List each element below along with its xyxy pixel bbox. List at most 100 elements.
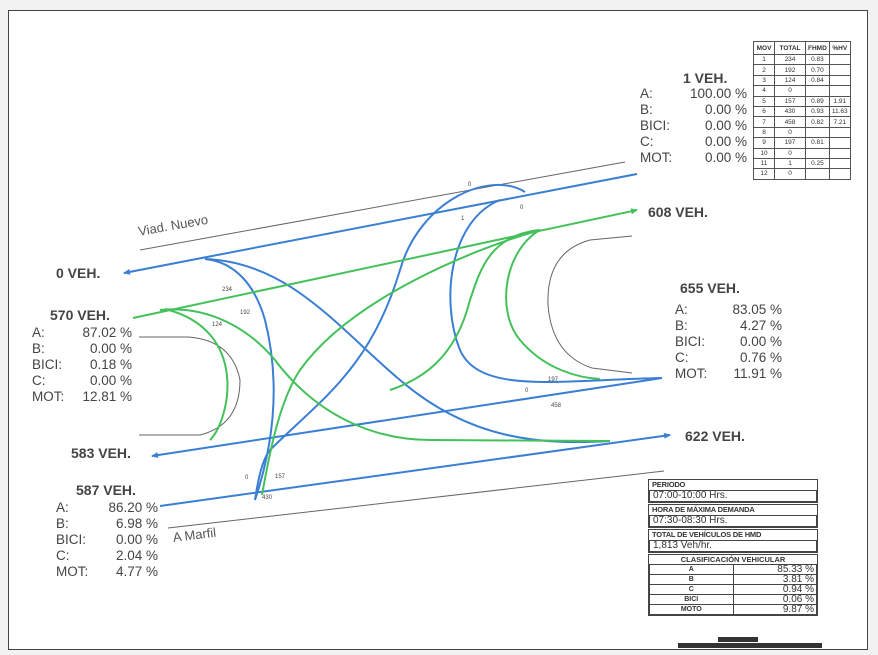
movement-table-cell: 197: [774, 137, 806, 149]
comp-key: MOT:: [32, 389, 65, 404]
vehicle-class: A: [649, 564, 734, 575]
vehicle-class-percent: 85.33 %: [732, 564, 817, 575]
volume-left-in: 570 VEH.: [50, 307, 110, 323]
vehicle-class-percent: 3.81 %: [732, 574, 817, 585]
movement-table-row: 5 157 0.89 1.91: [753, 95, 851, 107]
comp-value: 87.02 %: [82, 325, 132, 340]
flow-green-curve-3: [389, 229, 541, 391]
movement-label: 157: [275, 474, 286, 480]
flow-green-curve-1: [159, 308, 611, 442]
movement-label: 0: [520, 205, 524, 211]
movement-label: 197: [548, 377, 559, 383]
flow-green-curve-2: [164, 308, 229, 441]
flow-top-westbound: [123, 173, 638, 275]
movement-table-row: 7 458 0.82 7.21: [753, 116, 851, 128]
movement-table-cell: 0.25: [805, 157, 830, 170]
comp-value: 0.00 %: [739, 334, 782, 349]
movement-label: 458: [551, 403, 562, 409]
comp-value: 0.00 %: [704, 118, 747, 133]
classification-row: MOTO 9.87 %: [649, 604, 817, 615]
comp-key: BICI:: [56, 532, 87, 547]
vehicle-class: BICI: [649, 594, 734, 605]
movement-table-cell: 2: [753, 64, 775, 76]
comp-value: 11.91 %: [733, 366, 782, 381]
movement-table-cell: 0.70: [805, 64, 830, 76]
composition-left: A: 87.02 % B: 0.00 % BICI: 0.18 % C: 0.00 % …: [32, 325, 132, 405]
movement-table-cell: [805, 147, 830, 159]
summary-box: PERIODO 07:00-10:00 Hrs. HORA DE MÁXIMA …: [648, 479, 818, 616]
comp-key: BICI:: [675, 334, 706, 349]
movement-table-cell: 3: [753, 74, 775, 87]
right-island-curb: [547, 235, 633, 374]
flow-curve-3: [449, 199, 663, 383]
movement-table-cell: 7: [753, 116, 775, 128]
classification-block: CLASIFICACIÓN VEHICULAR A 85.33 % B 3.81 % C…: [648, 554, 818, 616]
comp-value: 83.05 %: [732, 302, 782, 317]
movement-table-cell: [828, 53, 851, 66]
movement-table-cell: 8: [753, 126, 775, 139]
movement-table-cell: [828, 126, 851, 139]
volume-top-right-out: 608 VEH.: [648, 204, 708, 220]
flow-green-curve-5: [261, 229, 541, 496]
movement-table-cell: [828, 157, 851, 170]
volume-right-out: 622 VEH.: [685, 428, 745, 444]
road-edge-top: [139, 161, 626, 251]
total-block: TOTAL DE VEHÍCULOS DE HMD 1,813 Veh/hr.: [648, 529, 818, 553]
comp-value: 0.76 %: [739, 350, 782, 365]
movement-table-cell: [805, 168, 830, 180]
movement-table-header: MOV TOTAL FHMD %HV: [753, 41, 851, 55]
comp-value: 6.98 %: [115, 516, 158, 531]
comp-key: A:: [32, 325, 45, 340]
movement-table-row: 2 192 0.70: [753, 64, 851, 76]
comp-key: C:: [640, 134, 654, 149]
comp-key: BICI:: [32, 357, 63, 372]
movement-table-cell: [828, 147, 851, 159]
movement-table-cell: 430: [774, 105, 806, 118]
movement-table-cell: 0.82: [805, 116, 830, 128]
movement-table-row: 10 0: [753, 147, 851, 159]
movement-label: 0: [245, 475, 249, 481]
hmd-value: 07:30-08:30 Hrs.: [649, 515, 817, 527]
comp-value: 0.00 %: [704, 150, 747, 165]
movement-label: 192: [240, 310, 251, 316]
movement-label: 234: [222, 287, 233, 293]
movement-table-cell: 124: [774, 74, 806, 87]
road-edge-bottom: [167, 470, 665, 529]
periodo-block: PERIODO 07:00-10:00 Hrs.: [648, 479, 818, 503]
movement-table-cell: 0: [774, 147, 806, 159]
periodo-label: PERIODO: [652, 480, 686, 489]
composition-top-right: A: 100.00 % B: 0.00 % BICI: 0.00 % C: 0.00 %…: [640, 86, 747, 166]
total-value: 1,813 Veh/hr.: [649, 540, 817, 552]
movement-table: MOV TOTAL FHMD %HV 1 234 0.83 2 192 0.70 3 124 0…: [753, 41, 851, 180]
movement-table-cell: 0.84: [805, 74, 830, 87]
classification-row: BICI 0.06 %: [649, 594, 817, 605]
vehicle-class-percent: 9.87 %: [732, 604, 817, 615]
comp-value: 12.81 %: [82, 389, 132, 404]
comp-key: A:: [675, 302, 688, 317]
movement-table-cell: 192: [774, 64, 806, 76]
comp-key: BICI:: [640, 118, 671, 133]
diagram-frame: [8, 10, 868, 650]
movement-table-cell: 11: [753, 157, 775, 170]
comp-key: B:: [32, 341, 45, 356]
movement-table-cell: 234: [774, 53, 806, 66]
movement-table-row: 12 0: [753, 168, 851, 180]
total-label: TOTAL DE VEHÍCULOS DE HMD: [652, 530, 762, 539]
movement-table-cell: [805, 85, 830, 97]
comp-key: MOT:: [56, 564, 89, 579]
movement-table-cell: [828, 168, 851, 180]
comp-key: A:: [56, 500, 69, 515]
vehicle-class-percent: 0.94 %: [732, 584, 817, 595]
movement-label: 1: [461, 216, 465, 222]
summary-stand: [718, 637, 758, 642]
comp-key: B:: [675, 318, 688, 333]
movement-label: 430: [262, 495, 273, 501]
col-header-hv: %HV: [828, 41, 851, 55]
movement-table-cell: 0.89: [805, 95, 830, 107]
comp-value: 86.20 %: [108, 500, 158, 515]
periodo-value: 07:00-10:00 Hrs.: [649, 490, 817, 502]
comp-key: C:: [56, 548, 70, 563]
summary-base: [678, 643, 822, 648]
movement-table-cell: 5: [753, 95, 775, 107]
